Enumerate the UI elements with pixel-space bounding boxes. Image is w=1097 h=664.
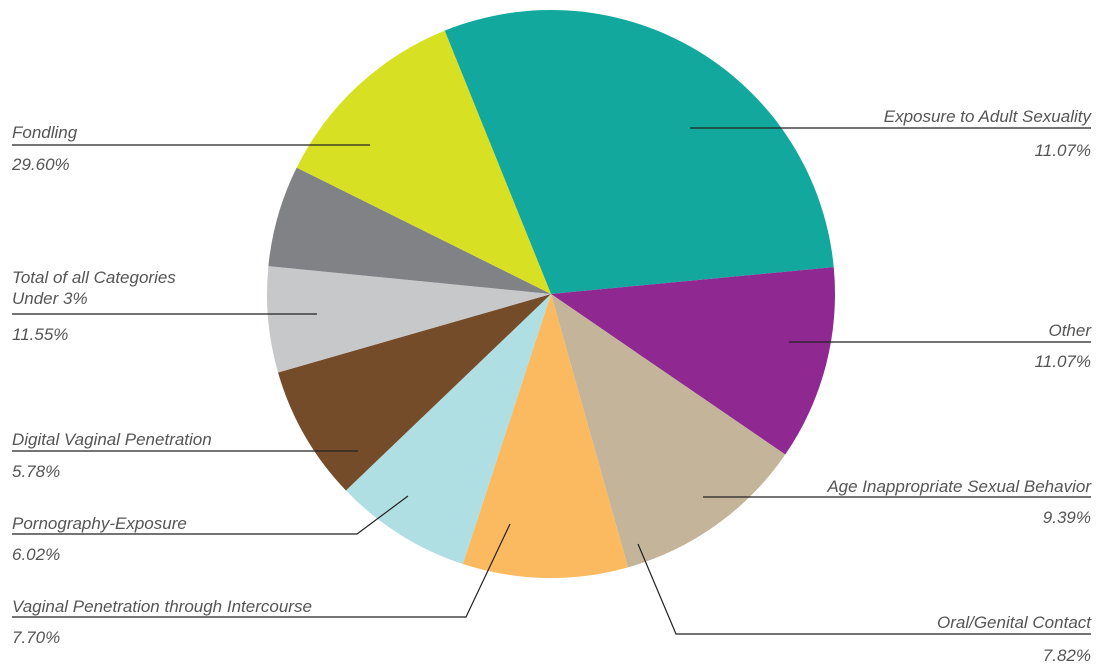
value-exposure-to-adult-sexuality: 11.07%	[1035, 141, 1091, 160]
leader-oral-genital-contact	[637, 543, 1091, 635]
value-digital-vaginal-penetration: 5.78%	[12, 462, 60, 481]
label-oral-genital-contact: Oral/Genital Contact	[937, 613, 1092, 632]
leader-pornography-exposure	[12, 495, 409, 535]
value-other: 11.07%	[1035, 352, 1091, 371]
label-pornography-exposure: Pornography-Exposure	[12, 514, 187, 533]
label-digital-vaginal-penetration: Digital Vaginal Penetration	[12, 430, 212, 449]
label-fondling: Fondling	[12, 123, 78, 142]
label-total-of-all-categories-under-3-line-1: Total of all Categories	[12, 268, 176, 287]
label-exposure-to-adult-sexuality: Exposure to Adult Sexuality	[884, 107, 1093, 126]
value-age-inappropriate-sexual-behavior: 9.39%	[1043, 508, 1091, 527]
value-oral-genital-contact: 7.82%	[1043, 646, 1091, 664]
value-pornography-exposure: 6.02%	[12, 545, 60, 564]
slice-total-of-all-categories-under-3	[296, 30, 551, 294]
label-age-inappropriate-sexual-behavior: Age Inappropriate Sexual Behavior	[826, 477, 1092, 496]
pie-slices	[267, 9, 836, 579]
leader-lines	[12, 127, 1091, 635]
slice-exposure-to-adult-sexuality	[551, 267, 836, 455]
slice-labels: Fondling 29.60% Exposure to Adult Sexualit…	[11, 107, 1092, 664]
leader-vaginal-penetration-through-intercourse	[12, 523, 511, 618]
value-total-of-all-categories-under-3: 11.55%	[12, 325, 68, 344]
slice-pornography-exposure	[267, 266, 551, 373]
slice-other	[551, 294, 786, 568]
label-other: Other	[1048, 321, 1092, 340]
slice-vaginal-penetration-through-intercourse	[278, 294, 551, 491]
slice-digital-vaginal-penetration	[268, 167, 551, 294]
slice-oral-genital-contact	[345, 294, 551, 564]
label-total-of-all-categories-under-3-line-2: Under 3%	[12, 289, 88, 308]
slice-fondling	[444, 9, 834, 295]
slice-age-inappropriate-sexual-behavior	[462, 294, 628, 579]
value-vaginal-penetration-through-intercourse: 7.70%	[12, 628, 60, 647]
label-vaginal-penetration-through-intercourse: Vaginal Penetration through Intercourse	[12, 597, 312, 616]
value-fondling: 29.60%	[11, 155, 70, 174]
